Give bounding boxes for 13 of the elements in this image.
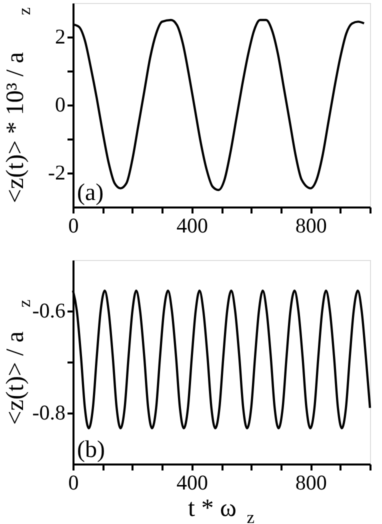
x-tick-label: 400 [176, 470, 208, 494]
text: <z(t)> * 10³ / az [2, 7, 34, 204]
annotation: (b) [77, 437, 105, 463]
y-tick-label: -2 [48, 160, 66, 184]
y-tick-label: 0 [55, 92, 66, 116]
x-tick-label: 400 [176, 214, 208, 238]
y-tick-label: 2 [55, 24, 66, 48]
y-tick-label: -0.8 [32, 400, 66, 424]
x-tick-label: 800 [295, 470, 327, 494]
annotation: (a) [77, 180, 104, 206]
x-tick-label: 800 [295, 214, 327, 238]
y-tick-label: -0.6 [32, 298, 66, 322]
y-axis-title: <z(t)> / az [2, 299, 34, 425]
